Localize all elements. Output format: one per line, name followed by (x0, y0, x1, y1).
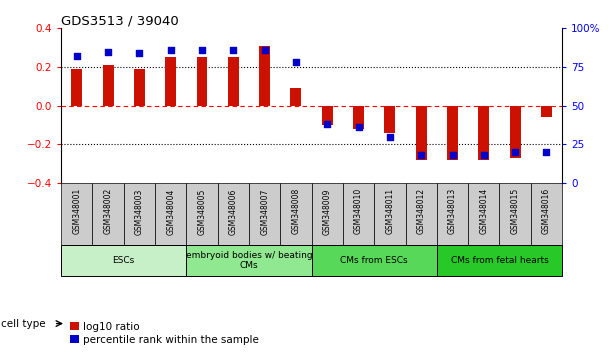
Bar (134, 69, 145, 106)
Point (385, 134, 395, 139)
Bar (228, 57, 239, 106)
Bar (165, 57, 176, 106)
Point (354, 125, 364, 130)
Point (166, 47, 175, 53)
Text: GSM348010: GSM348010 (354, 188, 363, 234)
Text: GSM348004: GSM348004 (166, 188, 175, 235)
Text: cell type: cell type (1, 319, 46, 329)
FancyBboxPatch shape (92, 183, 123, 245)
FancyBboxPatch shape (531, 183, 562, 245)
Text: GSM348007: GSM348007 (260, 188, 269, 235)
Text: GSM348011: GSM348011 (386, 188, 394, 234)
Bar (197, 57, 208, 106)
Text: GSM348008: GSM348008 (291, 188, 301, 234)
Point (72, 53, 82, 59)
Point (479, 153, 489, 158)
FancyBboxPatch shape (406, 183, 437, 245)
Text: GSM348013: GSM348013 (448, 188, 457, 234)
Point (229, 47, 238, 53)
FancyBboxPatch shape (500, 183, 531, 245)
Text: GSM348003: GSM348003 (135, 188, 144, 235)
Text: ESCs: ESCs (112, 256, 135, 265)
Text: GDS3513 / 39040: GDS3513 / 39040 (61, 14, 179, 27)
Point (197, 47, 207, 53)
FancyBboxPatch shape (468, 183, 500, 245)
Text: GSM348012: GSM348012 (417, 188, 426, 234)
Point (448, 153, 458, 158)
Bar (71, 69, 82, 106)
Bar (510, 106, 521, 158)
Text: embryoid bodies w/ beating
CMs: embryoid bodies w/ beating CMs (186, 251, 312, 270)
FancyBboxPatch shape (343, 183, 374, 245)
Bar (447, 106, 458, 160)
Text: GSM348002: GSM348002 (104, 188, 112, 234)
Bar (384, 106, 395, 133)
Point (541, 149, 551, 155)
FancyBboxPatch shape (437, 183, 468, 245)
Bar (259, 46, 270, 106)
Point (260, 47, 269, 53)
FancyBboxPatch shape (374, 183, 406, 245)
Point (103, 49, 113, 55)
FancyBboxPatch shape (61, 183, 92, 245)
Legend: log10 ratio, percentile rank within the sample: log10 ratio, percentile rank within the … (67, 317, 263, 349)
FancyBboxPatch shape (249, 183, 280, 245)
FancyBboxPatch shape (155, 183, 186, 245)
Bar (541, 106, 552, 118)
FancyBboxPatch shape (61, 245, 186, 276)
Text: GSM348001: GSM348001 (72, 188, 81, 234)
Text: CMs from fetal hearts: CMs from fetal hearts (451, 256, 548, 265)
FancyBboxPatch shape (312, 183, 343, 245)
Text: GSM348016: GSM348016 (542, 188, 551, 234)
Text: GSM348015: GSM348015 (511, 188, 519, 234)
Bar (103, 65, 114, 106)
Point (416, 153, 426, 158)
Bar (353, 106, 364, 129)
Text: GSM348009: GSM348009 (323, 188, 332, 235)
Bar (415, 106, 426, 160)
Text: GSM348014: GSM348014 (480, 188, 488, 234)
Bar (290, 88, 301, 106)
Point (510, 149, 520, 155)
Point (134, 50, 144, 56)
FancyBboxPatch shape (186, 183, 218, 245)
Text: GSM348006: GSM348006 (229, 188, 238, 235)
Point (323, 121, 332, 127)
Text: CMs from ESCs: CMs from ESCs (340, 256, 408, 265)
Text: GSM348005: GSM348005 (197, 188, 207, 235)
FancyBboxPatch shape (312, 245, 437, 276)
FancyBboxPatch shape (437, 245, 562, 276)
Point (291, 59, 301, 65)
Bar (322, 106, 333, 125)
FancyBboxPatch shape (280, 183, 312, 245)
FancyBboxPatch shape (218, 183, 249, 245)
FancyBboxPatch shape (123, 183, 155, 245)
Bar (478, 106, 489, 160)
FancyBboxPatch shape (186, 245, 312, 276)
